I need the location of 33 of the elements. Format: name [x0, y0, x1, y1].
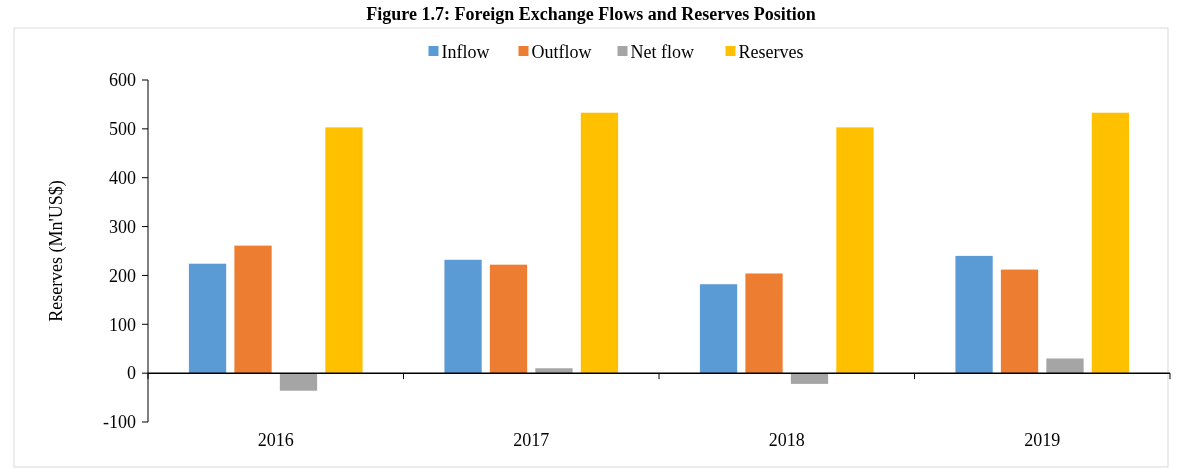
- bar: [745, 273, 783, 374]
- bar: [489, 264, 528, 374]
- y-axis-title: Reserves (Mn'US$): [46, 180, 67, 322]
- bar: [188, 263, 227, 374]
- y-tick-label: 400: [109, 168, 136, 189]
- bar: [790, 373, 829, 384]
- x-tick-label: 2019: [1024, 430, 1061, 450]
- legend-label: Reserves: [738, 42, 804, 63]
- y-tick-label: -100: [103, 412, 136, 433]
- bar: [1000, 269, 1039, 374]
- bar: [836, 127, 874, 374]
- bar: [279, 373, 318, 391]
- bar: [1046, 358, 1084, 374]
- bar: [955, 255, 993, 374]
- x-tick-label: 2017: [513, 430, 550, 450]
- bar: [325, 127, 363, 374]
- bar: [444, 259, 482, 374]
- bar: [699, 284, 738, 374]
- chart-title: Figure 1.7: Foreign Exchange Flows and Reserves Position: [366, 4, 816, 24]
- x-tick-label: 2018: [768, 430, 805, 450]
- legend-label: Inflow: [441, 42, 490, 63]
- bar: [234, 245, 272, 374]
- bar: [580, 112, 619, 374]
- y-tick-label: 300: [109, 216, 136, 237]
- legend-label: Net flow: [630, 42, 694, 63]
- bar: [1091, 112, 1130, 374]
- y-tick-label: 0: [127, 363, 136, 384]
- legend-label: Outflow: [531, 42, 592, 63]
- y-tick-label: 200: [109, 265, 136, 286]
- x-tick-label: 2016: [257, 430, 294, 450]
- y-tick-label: 600: [109, 70, 136, 91]
- y-tick-label: 100: [109, 314, 136, 335]
- y-tick-label: 500: [109, 119, 136, 140]
